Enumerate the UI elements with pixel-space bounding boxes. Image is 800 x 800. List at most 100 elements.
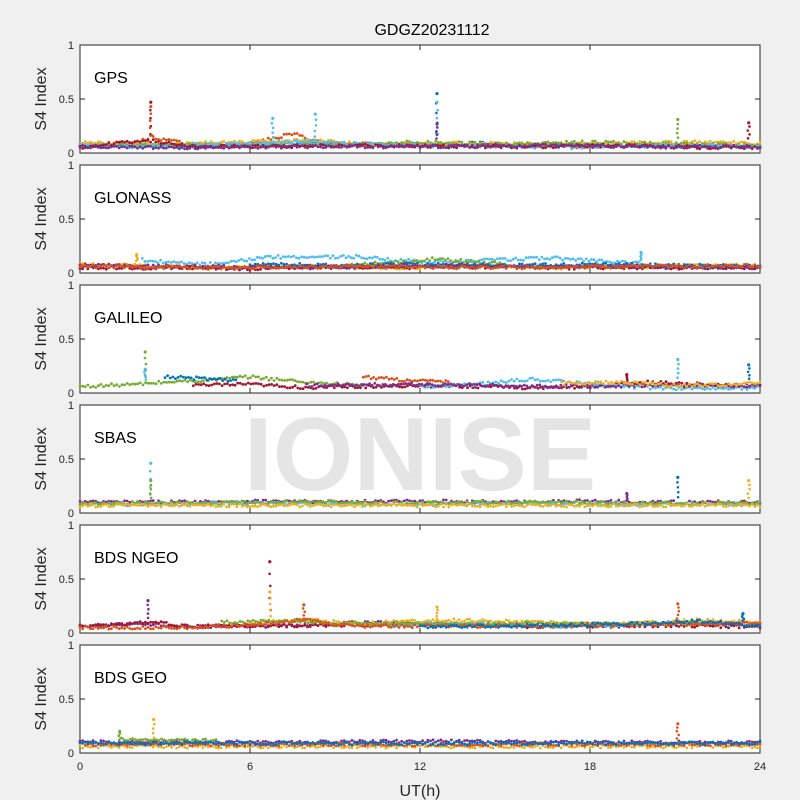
data-point [363, 146, 367, 150]
data-point [711, 143, 715, 146]
spike-point [676, 136, 680, 139]
data-point [742, 267, 746, 271]
data-point [178, 501, 181, 505]
data-point [361, 265, 364, 269]
data-point [416, 141, 419, 144]
data-point [591, 264, 594, 268]
spike-point [435, 116, 439, 120]
data-point [523, 144, 526, 148]
data-point [299, 387, 302, 390]
data-point [455, 143, 458, 147]
data-point [305, 256, 309, 259]
data-point [289, 255, 293, 259]
data-point [238, 374, 242, 378]
data-point [400, 144, 404, 147]
data-point [515, 145, 519, 149]
data-point [240, 257, 243, 261]
data-point [470, 143, 474, 147]
data-point [504, 141, 508, 145]
data-point [525, 145, 529, 149]
data-point [325, 381, 328, 385]
data-point [750, 381, 754, 385]
data-point [545, 257, 549, 260]
data-point [517, 385, 521, 389]
data-point [565, 143, 568, 147]
data-point [496, 385, 500, 388]
data-point [104, 146, 108, 150]
data-point [648, 263, 652, 267]
data-point [123, 143, 126, 147]
data-point [753, 382, 757, 386]
data-point [172, 146, 176, 150]
data-point [515, 142, 519, 145]
data-point [408, 140, 411, 144]
data-point [197, 383, 201, 386]
data-point [444, 141, 448, 145]
data-point [550, 256, 554, 260]
data-point [305, 382, 309, 386]
data-point [332, 266, 336, 269]
data-point [465, 144, 469, 147]
data-point [460, 140, 464, 144]
data-point [387, 377, 391, 381]
data-point [357, 385, 361, 388]
data-point [392, 144, 396, 148]
data-point [226, 379, 230, 383]
spike-point [144, 378, 148, 381]
data-point [337, 145, 341, 149]
data-point [664, 384, 668, 388]
data-point [682, 141, 686, 145]
spike-point [676, 127, 679, 130]
data-point [175, 265, 179, 269]
data-point [436, 379, 440, 383]
data-point [729, 141, 733, 145]
data-point [237, 259, 241, 262]
data-point [199, 383, 203, 387]
data-point [635, 142, 639, 146]
data-point [301, 380, 305, 384]
data-point [225, 141, 228, 145]
data-point [523, 387, 527, 391]
data-point [193, 147, 197, 151]
data-point [546, 144, 550, 148]
data-point [577, 386, 581, 389]
panel-name: GLONASS [94, 190, 171, 207]
data-point [627, 264, 631, 268]
data-point [403, 380, 406, 383]
data-point [489, 267, 492, 271]
data-point [298, 140, 302, 144]
data-point [533, 262, 537, 266]
data-point [298, 145, 302, 149]
data-point [364, 386, 368, 390]
data-point [384, 266, 388, 270]
data-point [363, 265, 367, 269]
data-point [682, 145, 686, 149]
data-point [470, 265, 474, 268]
data-point [476, 265, 479, 269]
data-point [504, 384, 508, 388]
data-point [450, 144, 453, 148]
data-point [206, 267, 210, 271]
data-point [162, 146, 166, 150]
data-point [363, 261, 367, 265]
data-point [533, 142, 537, 146]
data-point [537, 258, 541, 261]
y-tick-label: 1 [68, 160, 74, 172]
data-point [507, 379, 511, 383]
data-point [308, 264, 312, 268]
data-point [143, 260, 147, 263]
data-point [638, 140, 642, 143]
data-point [203, 261, 207, 265]
data-point [664, 145, 668, 149]
data-point [144, 381, 148, 385]
data-point [708, 387, 712, 391]
data-point [457, 143, 461, 147]
data-point [696, 382, 699, 385]
data-point [478, 264, 482, 268]
data-point [703, 267, 707, 270]
data-point [133, 265, 137, 268]
data-point [230, 265, 234, 269]
data-point [398, 379, 401, 383]
